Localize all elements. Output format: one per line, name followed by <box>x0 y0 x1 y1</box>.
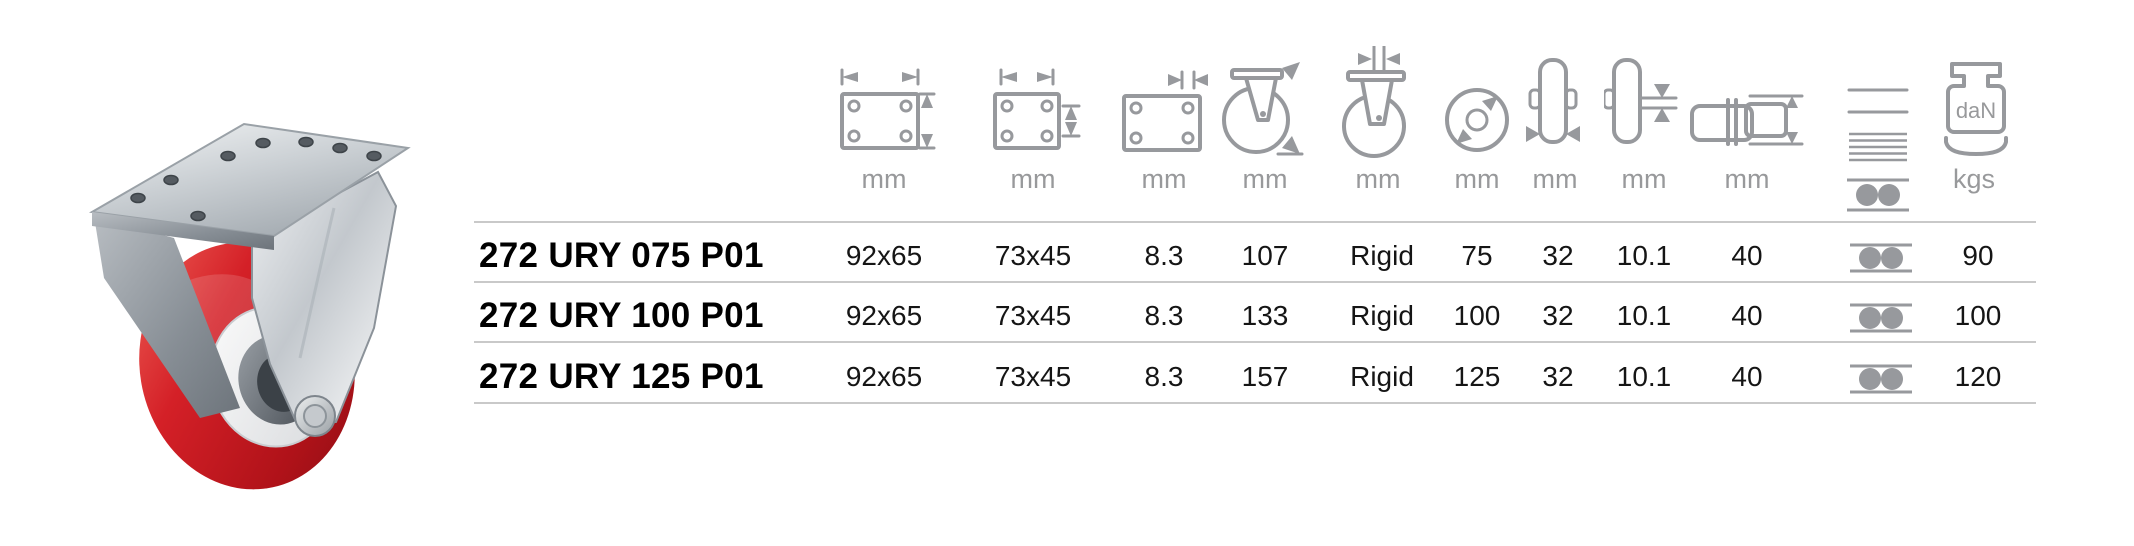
bracket-fork-leg <box>251 170 398 428</box>
dan-badge: daN <box>1956 98 1996 123</box>
cell-wheel-width: 32 <box>1542 240 1574 271</box>
cell-load-capacity: 100 <box>1954 300 2002 331</box>
unit-bolt-hole-diameter: mm <box>1141 164 1187 194</box>
product-code: 272 URY 075 P01 <box>479 236 764 275</box>
unit-load-capacity: kgs <box>1952 164 1996 194</box>
mounting-plate-edge <box>92 212 274 250</box>
product-code: 272 URY 100 P01 <box>479 296 764 335</box>
cell-bore-diameter: 10.1 <box>1616 240 1672 271</box>
unit-overall-height: mm <box>1242 164 1288 194</box>
cell-bore-diameter: 10.1 <box>1616 300 1672 331</box>
cell-wheel-width: 32 <box>1542 361 1574 392</box>
cell-load-capacity: 90 <box>1962 240 1994 271</box>
cell-type: Rigid <box>1350 300 1414 331</box>
unit-wheel-diameter: mm <box>1454 164 1500 194</box>
cell-hole-spacing: 73x45 <box>994 300 1072 331</box>
product-code: 272 URY 125 P01 <box>479 357 764 396</box>
unit-hub-length: mm <box>1724 164 1770 194</box>
hub-length-icon <box>1690 94 1804 146</box>
bolt-hole-diameter-icon <box>1122 70 1208 152</box>
cell-hole-diameter: 8.3 <box>1144 361 1184 392</box>
cell-hub-length: 40 <box>1731 300 1763 331</box>
overall-height-icon <box>1222 62 1304 156</box>
product-photo-rigid-caster <box>88 122 411 490</box>
plate-size-icon <box>840 68 936 150</box>
cell-bore-diameter: 10.1 <box>1616 361 1672 392</box>
cell-plate-size: 92x65 <box>845 361 923 392</box>
cell-hub-length: 40 <box>1731 361 1763 392</box>
cell-hole-spacing: 73x45 <box>994 361 1072 392</box>
cell-type: Rigid <box>1350 361 1414 392</box>
cell-overall-height: 133 <box>1241 300 1289 331</box>
unit-bolt-hole-spacing: mm <box>1010 164 1056 194</box>
cell-hub-length: 40 <box>1731 240 1763 271</box>
unit-swivel-offset: mm <box>1355 164 1401 194</box>
table-divider <box>474 221 2036 223</box>
cell-plate-size: 92x65 <box>845 240 923 271</box>
cell-wheel-diameter: 75 <box>1461 240 1493 271</box>
cell-wheel-diameter: 100 <box>1453 300 1501 331</box>
cell-hole-diameter: 8.3 <box>1144 240 1184 271</box>
table-divider <box>474 402 2036 404</box>
cell-hole-diameter: 8.3 <box>1144 300 1184 331</box>
bearing-type-icon <box>1847 88 1909 212</box>
bolt-hole-spacing-icon <box>993 68 1081 150</box>
cell-hole-spacing: 73x45 <box>994 240 1072 271</box>
cell-wheel-width: 32 <box>1542 300 1574 331</box>
roller-bearing-icon <box>1850 243 1912 273</box>
unit-plate-size: mm <box>861 164 907 194</box>
table-divider <box>474 341 2036 343</box>
plate-bolt-holes <box>130 136 382 222</box>
cell-load-capacity: 120 <box>1954 361 2002 392</box>
cell-overall-height: 107 <box>1241 240 1289 271</box>
roller-bearing-icon <box>1850 364 1912 394</box>
wheel-diameter-icon <box>1445 88 1509 152</box>
cell-type: Rigid <box>1350 240 1414 271</box>
unit-wheel-width: mm <box>1532 164 1578 194</box>
cell-plate-size: 92x65 <box>845 300 923 331</box>
wheel-width-icon <box>1526 58 1580 144</box>
bore-diameter-icon <box>1604 58 1678 144</box>
unit-bore-diameter: mm <box>1621 164 1667 194</box>
load-capacity-icon: daN <box>1944 62 2008 156</box>
cell-wheel-diameter: 125 <box>1453 361 1501 392</box>
swivel-offset-icon <box>1342 46 1406 158</box>
roller-bearing-icon <box>1850 303 1912 333</box>
cell-overall-height: 157 <box>1241 361 1289 392</box>
bracket-left-flap <box>94 216 240 418</box>
table-divider <box>474 281 2036 283</box>
